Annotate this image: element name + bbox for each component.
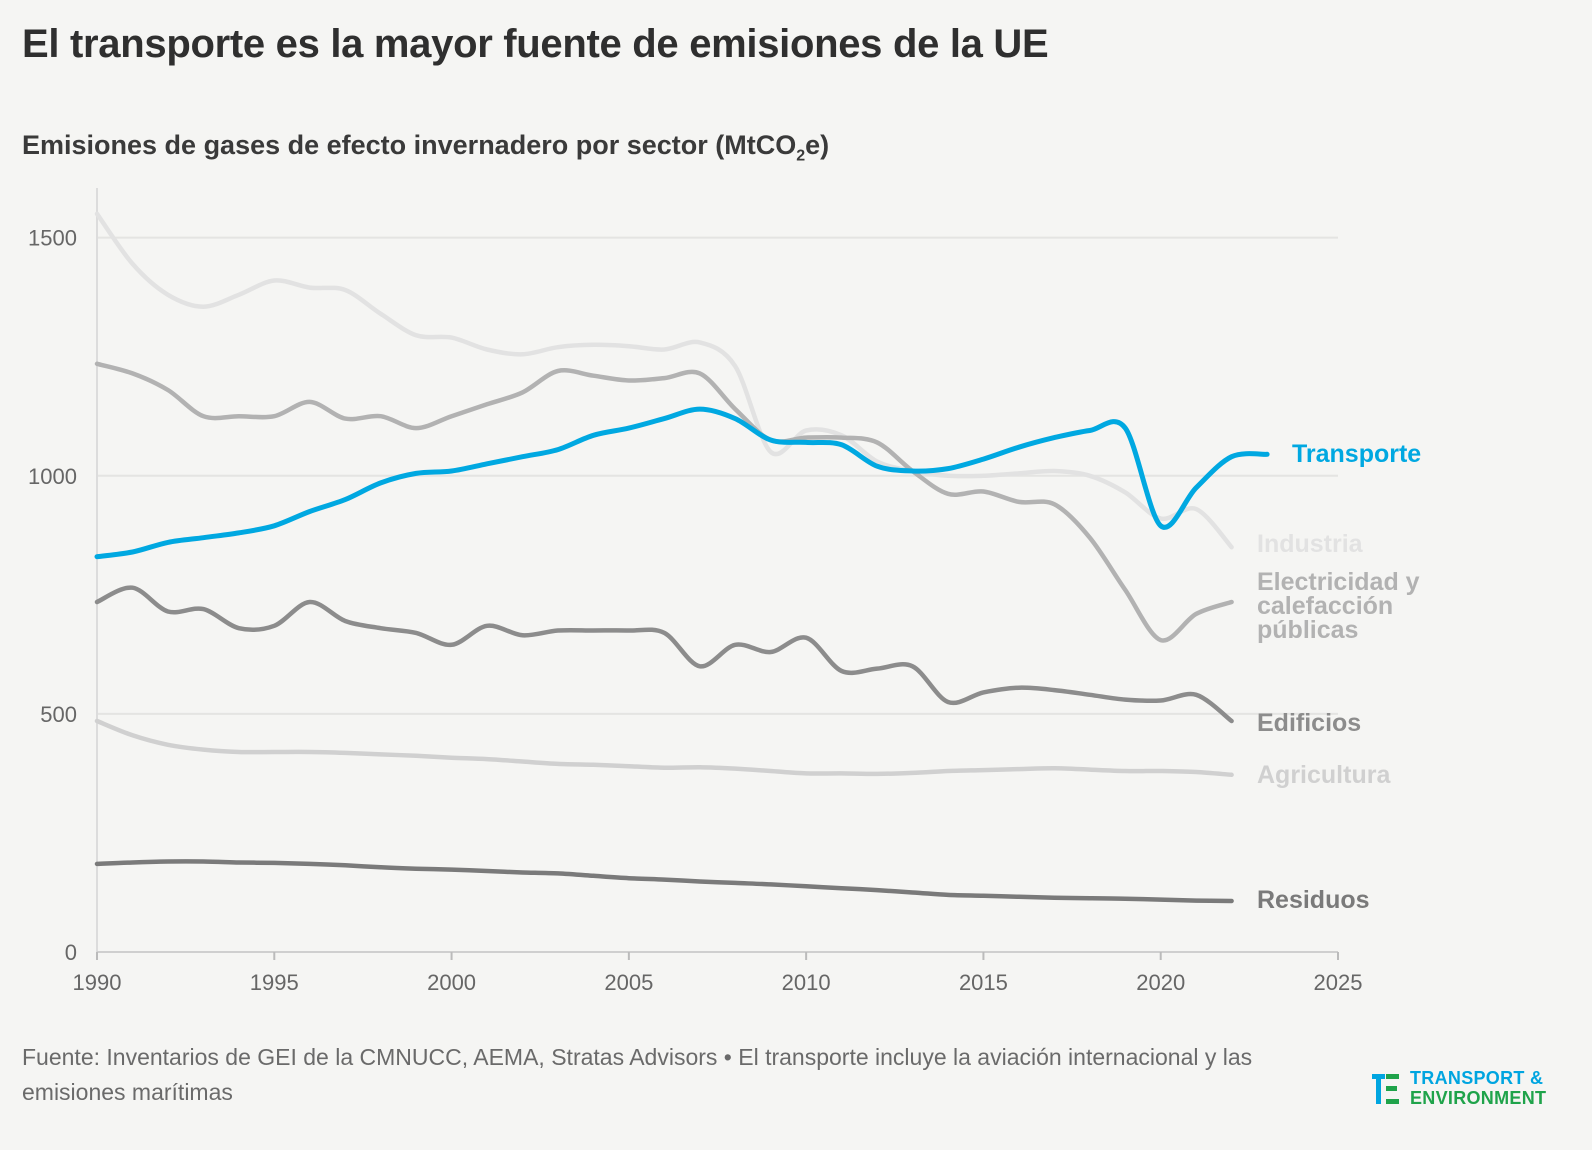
y-tick-label: 0 — [65, 940, 77, 965]
series-label-edificios: Edificios — [1257, 709, 1361, 737]
series-label-electricidad: públicas — [1257, 616, 1358, 644]
series-label-electricidad: calefacción — [1257, 592, 1393, 620]
series-lines — [94, 211, 1270, 904]
x-tick-label: 2015 — [959, 970, 1008, 995]
te-logo-icon — [1372, 1074, 1399, 1104]
chart-subtitle: Emisiones de gases de efecto invernadero… — [22, 130, 829, 165]
series-labels: Industria Electricidad ycalefacciónpúblic… — [1257, 440, 1421, 914]
x-tick-label: 2005 — [604, 970, 653, 995]
x-tick-label: 2020 — [1136, 970, 1185, 995]
y-tick-label: 500 — [40, 702, 77, 727]
source-note: Fuente: Inventarios de GEI de la CMNUCC,… — [22, 1044, 1253, 1105]
subtitle-text: Emisiones de gases de efecto invernadero… — [22, 130, 797, 160]
series-line-residuos — [94, 859, 1234, 904]
x-tick-label: 1990 — [73, 970, 122, 995]
series-line-electricidad — [94, 361, 1234, 643]
grid-lines — [97, 236, 1338, 715]
logo-line-2: ENVIRONMENT — [1410, 1088, 1547, 1108]
x-tick-label: 2025 — [1314, 970, 1363, 995]
y-tick-label: 1000 — [28, 464, 77, 489]
series-label-residuos: Residuos — [1257, 886, 1370, 914]
y-tick-label: 1500 — [28, 226, 77, 251]
x-tick-label: 1995 — [250, 970, 299, 995]
series-label-transporte: Transporte — [1292, 440, 1421, 468]
series-label-agricultura: Agricultura — [1257, 761, 1391, 789]
subtitle-subscript: 2 — [796, 147, 806, 165]
subtitle-end: e) — [805, 130, 830, 160]
series-line-transporte — [94, 406, 1270, 560]
series-line-industria — [94, 211, 1234, 550]
emissions-line-chart: 0 500 1000 1500 1990 1995 2000 2005 2010 2015 2020… — [28, 188, 1421, 995]
chart-title: El transporte es la mayor fuente de emis… — [22, 22, 1049, 66]
series-line-agricultura — [94, 718, 1234, 778]
x-tick-label: 2010 — [782, 970, 831, 995]
transport-environment-logo: TRANSPORT & ENVIRONMENT — [1372, 1068, 1546, 1108]
axes: 0 500 1000 1500 1990 1995 2000 2005 2010 2015 2020… — [28, 188, 1362, 995]
series-label-electricidad: Electricidad y — [1257, 568, 1420, 596]
series-line-edificios — [94, 585, 1234, 724]
x-tick-label: 2000 — [427, 970, 476, 995]
series-label-industria: Industria — [1257, 530, 1364, 558]
logo-wordmark: TRANSPORT & ENVIRONMENT — [1410, 1068, 1546, 1108]
logo-line-1: TRANSPORT & — [1410, 1068, 1544, 1088]
